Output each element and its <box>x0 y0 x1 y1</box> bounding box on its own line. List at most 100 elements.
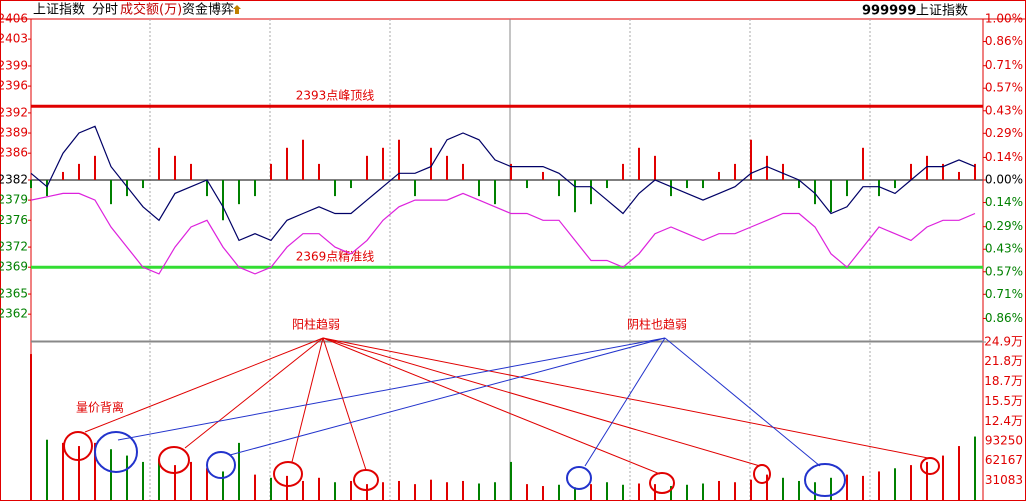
y-tick-label: 2376 <box>0 213 28 227</box>
price-line <box>30 192 976 275</box>
volume-bar <box>366 484 368 500</box>
y2-tick-label: 0.86% <box>985 311 1023 325</box>
volume-bar <box>62 442 64 500</box>
momentum-bar <box>270 163 272 180</box>
annotation: 阴柱也趋弱 <box>627 317 687 332</box>
y-tick-label: 2382 <box>0 173 28 187</box>
momentum-bar <box>558 180 560 197</box>
momentum-bar <box>430 147 432 180</box>
volume-bar <box>878 471 880 500</box>
y-tick-label: 2406 <box>0 12 28 26</box>
momentum-bar <box>718 171 720 180</box>
momentum-bar <box>382 147 384 180</box>
momentum-bar <box>638 147 640 180</box>
momentum-bar <box>94 155 96 180</box>
y2-tick-label: 0.14% <box>985 195 1023 209</box>
volume-bar <box>782 477 784 500</box>
volume-bar <box>542 486 544 500</box>
y2-tick-label: 15.5万 <box>984 394 1023 408</box>
volume-bar <box>622 484 624 500</box>
annotation: 阳柱趋弱 <box>292 317 340 332</box>
momentum-bar <box>78 163 80 180</box>
volume-bar <box>830 477 832 500</box>
volume-bar <box>222 471 224 500</box>
momentum-bar <box>126 180 128 197</box>
volume-bar <box>414 484 416 500</box>
y2-tick-label: 93250 <box>985 433 1023 447</box>
volume-bar <box>158 458 160 500</box>
volume-bar <box>126 455 128 500</box>
volume-bar <box>174 465 176 500</box>
momentum-bar <box>286 147 288 180</box>
momentum-bar <box>462 163 464 180</box>
y-tick-label: 2386 <box>0 146 28 160</box>
volume-bar <box>94 442 96 500</box>
y2-tick-label: 0.57% <box>985 81 1023 95</box>
momentum-bar <box>606 180 608 189</box>
volume-bar <box>590 484 592 500</box>
momentum-bar <box>334 180 336 197</box>
volume-bar <box>446 482 448 500</box>
momentum-bar <box>478 180 480 197</box>
momentum-bar <box>542 171 544 180</box>
volume-bar <box>30 354 32 500</box>
volume-bar <box>334 482 336 500</box>
momentum-bar <box>302 139 304 180</box>
momentum-bar <box>686 180 688 189</box>
momentum-bar <box>318 163 320 180</box>
volume-bar <box>862 475 864 500</box>
v-grid <box>149 19 871 500</box>
y2-tick-label: 24.9万 <box>984 335 1023 349</box>
volume-bar <box>190 461 192 500</box>
y2-tick-label: 0.29% <box>985 126 1023 140</box>
volume-bar <box>302 480 304 500</box>
icon[interactable] <box>233 5 241 14</box>
volume-bar <box>686 484 688 500</box>
momentum-bar <box>206 180 208 197</box>
y-tick-label: 2389 <box>0 126 28 140</box>
volume-bar <box>558 484 560 500</box>
volume-bar <box>718 480 720 500</box>
volume-bar <box>350 480 352 500</box>
volume-bar <box>846 474 848 500</box>
y2-tick-label: 0.43% <box>985 242 1023 256</box>
tab[interactable]: 分时 <box>92 3 118 18</box>
momentum-bar <box>766 155 768 180</box>
volume-bar <box>398 480 400 500</box>
momentum-bar <box>654 155 656 180</box>
momentum-bar <box>398 139 400 180</box>
volume-bar <box>270 477 272 500</box>
momentum-bar <box>350 180 352 189</box>
y-tick-label: 2369 <box>0 260 28 274</box>
momentum-bar <box>590 180 592 205</box>
tab[interactable]: 成交额(万) <box>120 2 182 18</box>
y2-tick-label: 0.14% <box>985 150 1023 164</box>
volume-bar <box>206 468 208 500</box>
momentum-bar <box>846 180 848 197</box>
momentum-bar <box>174 155 176 180</box>
y-tick-label: 2362 <box>0 307 28 321</box>
volume-bar <box>238 442 240 500</box>
tab[interactable]: 资金博弈 <box>182 2 234 18</box>
y2-tick-label: 62167 <box>985 453 1023 467</box>
y-tick-label: 2399 <box>0 58 28 72</box>
momentum-bar <box>958 171 960 180</box>
volume-bar <box>510 461 512 500</box>
y-tick-label: 2403 <box>0 32 28 46</box>
y2-tick-label: 0.43% <box>985 103 1023 117</box>
volume-bar <box>910 465 912 500</box>
volume-bar <box>670 486 672 500</box>
y-tick-label: 2396 <box>0 79 28 93</box>
annotation-shapes <box>63 337 940 497</box>
volume-bar <box>926 461 928 500</box>
volume-bar <box>430 479 432 500</box>
volume-bar <box>766 474 768 500</box>
volume-bar <box>974 436 976 500</box>
index-name: 上证指数 <box>33 3 85 18</box>
momentum-bar <box>894 180 896 189</box>
y2-tick-label: 21.8万 <box>984 354 1023 368</box>
y-tick-label: 2372 <box>0 240 28 254</box>
momentum-bar <box>910 163 912 180</box>
momentum-bar <box>702 180 704 189</box>
volume-bar <box>382 482 384 500</box>
